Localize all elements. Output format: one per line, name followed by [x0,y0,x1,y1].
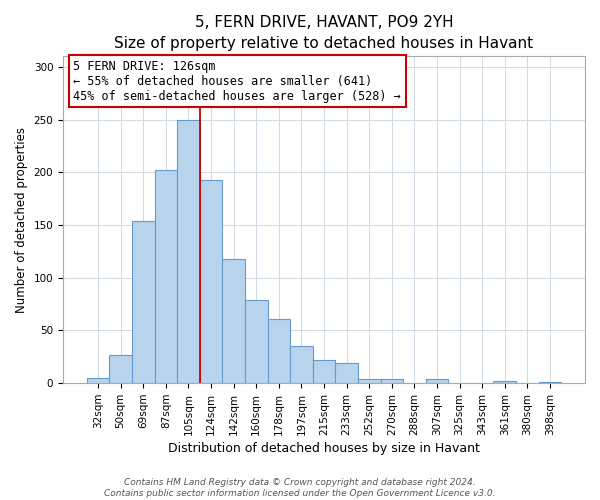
X-axis label: Distribution of detached houses by size in Havant: Distribution of detached houses by size … [168,442,480,455]
Title: 5, FERN DRIVE, HAVANT, PO9 2YH
Size of property relative to detached houses in H: 5, FERN DRIVE, HAVANT, PO9 2YH Size of p… [115,15,533,51]
Bar [313,360,335,383]
Bar [200,180,223,383]
Bar [268,319,290,383]
Text: Contains HM Land Registry data © Crown copyright and database right 2024.
Contai: Contains HM Land Registry data © Crown c… [104,478,496,498]
Bar [380,379,403,383]
Text: 5 FERN DRIVE: 126sqm
← 55% of detached houses are smaller (641)
45% of semi-deta: 5 FERN DRIVE: 126sqm ← 55% of detached h… [73,60,401,102]
Bar [87,378,109,383]
Bar [493,381,516,383]
Y-axis label: Number of detached properties: Number of detached properties [15,127,28,313]
Bar [358,379,380,383]
Bar [290,346,313,383]
Bar [335,363,358,383]
Bar [155,170,177,383]
Bar [539,382,561,383]
Bar [425,379,448,383]
Bar [109,354,132,383]
Bar [223,259,245,383]
Bar [245,300,268,383]
Bar [177,120,200,383]
Bar [132,221,155,383]
